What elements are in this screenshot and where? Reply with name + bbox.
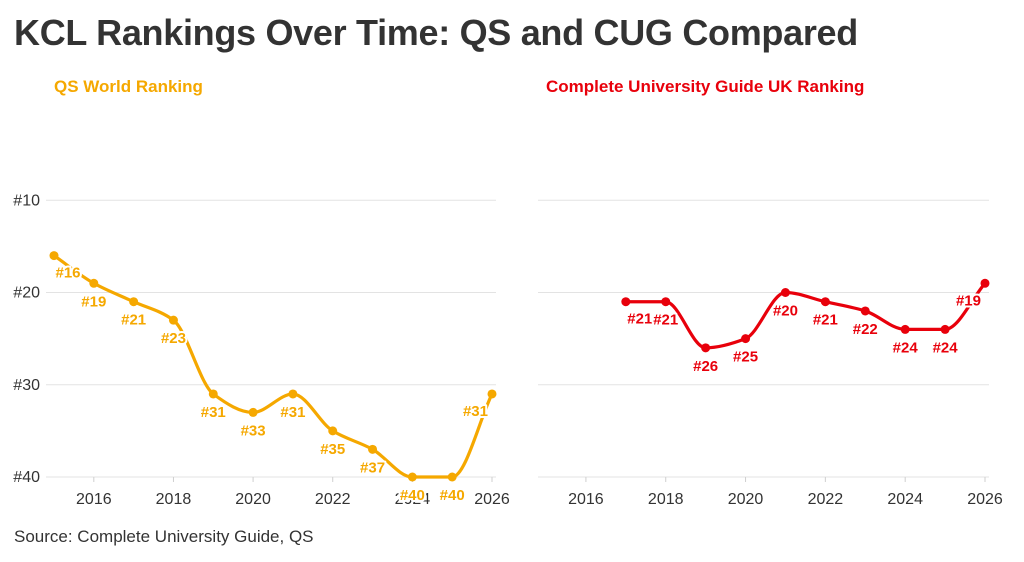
- qs-data-point: [328, 426, 338, 436]
- qs-xtick-label: 2022: [315, 491, 351, 508]
- cug-data-point: [621, 297, 631, 307]
- qs-data-label: #31: [201, 404, 226, 421]
- qs-data-label: #23: [161, 330, 186, 347]
- qs-ytick-label: #40: [13, 469, 40, 486]
- cug-data-label: #26: [693, 358, 718, 375]
- qs-data-label: #35: [320, 441, 345, 458]
- cug-data-point: [741, 334, 751, 344]
- qs-xtick-label: 2016: [76, 491, 112, 508]
- cug-xtick-label: 2016: [568, 491, 604, 508]
- cug-data-label: #21: [813, 312, 838, 329]
- cug-data-label: #21: [653, 312, 678, 329]
- cug-xtick-label: 2018: [648, 491, 684, 508]
- qs-xtick-label: 2026: [474, 491, 510, 508]
- qs-data-point: [487, 389, 497, 399]
- cug-data-point: [940, 324, 950, 334]
- qs-xtick-label: 2024: [395, 491, 431, 508]
- qs-ytick-label: #30: [13, 377, 40, 394]
- cug-data-label: #20: [773, 303, 798, 320]
- qs-data-point: [368, 444, 378, 454]
- cug-data-label: #21: [627, 311, 652, 328]
- cug-data-point: [701, 343, 711, 353]
- cug-data-label: #19: [956, 292, 981, 309]
- qs-data-point: [407, 472, 417, 482]
- cug-xtick-label: 2024: [887, 491, 923, 508]
- cug-data-label: #25: [733, 349, 758, 366]
- cug-data-label: #22: [853, 321, 878, 338]
- source-note: Source: Complete University Guide, QS: [14, 527, 314, 546]
- qs-series-line: [52, 254, 494, 479]
- qs-data-point: [447, 472, 457, 482]
- qs-panel-title: QS World Ranking: [54, 77, 203, 96]
- cug-series-line: [624, 281, 987, 350]
- qs-data-label: #31: [280, 404, 305, 421]
- qs-data-point: [129, 297, 139, 307]
- cug-data-label: #24: [893, 339, 919, 356]
- chart-title: KCL Rankings Over Time: QS and CUG Compa…: [14, 12, 858, 53]
- qs-data-point: [248, 407, 258, 417]
- qs-data-label: #31: [463, 403, 488, 420]
- cug-data-point: [661, 297, 671, 307]
- qs-data-point: [168, 315, 178, 325]
- qs-data-point: [49, 251, 59, 261]
- cug-xtick-label: 2026: [967, 491, 1003, 508]
- cug-data-point: [900, 324, 910, 334]
- qs-data-label: #37: [360, 459, 385, 476]
- cug-panel: 2016 2018 2020 2022 2024 2026#21 #21#26#25#20#…: [538, 199, 1003, 508]
- cug-data-point: [780, 288, 790, 297]
- cug-data-point: [820, 297, 830, 307]
- qs-data-point: [89, 278, 99, 288]
- cug-xtick-label: 2022: [808, 491, 844, 508]
- qs-data-label: #40: [400, 487, 425, 504]
- qs-ytick-label: #20: [13, 285, 40, 302]
- cug-panel-title: Complete University Guide UK Ranking: [546, 77, 865, 96]
- qs-ytick-label: #10: [13, 192, 40, 209]
- qs-xtick-label: 2018: [156, 491, 192, 508]
- qs-data-label: #19: [81, 293, 106, 310]
- qs-data-label: #40: [440, 487, 465, 504]
- cug-data-point: [860, 306, 870, 316]
- qs-data-label: #21: [121, 312, 146, 329]
- qs-data-label: #16: [55, 265, 80, 282]
- cug-data-point: [980, 278, 990, 288]
- qs-data-point: [288, 389, 298, 399]
- qs-xtick-label: 2020: [235, 491, 271, 508]
- cug-xtick-label: 2020: [728, 491, 764, 508]
- qs-data-label: #33: [241, 422, 266, 439]
- qs-data-point: [208, 389, 218, 399]
- cug-data-label: #24: [933, 339, 959, 356]
